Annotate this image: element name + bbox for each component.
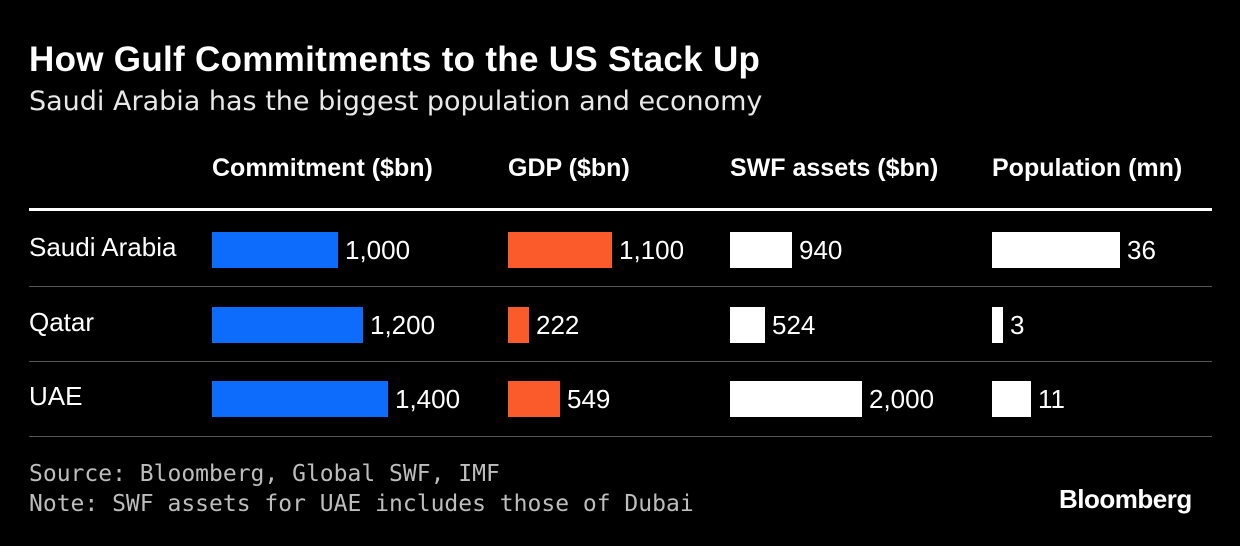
- value-label-commitment-saudi-arabia: 1,000: [345, 235, 411, 265]
- bar-gdp-uae: [508, 381, 560, 417]
- value-label-gdp-uae: 549: [567, 384, 611, 414]
- column-header-swf: SWF assets ($bn): [730, 154, 939, 182]
- bar-gdp-saudi-arabia: [508, 232, 612, 268]
- value-label-commitment-uae: 1,400: [395, 384, 461, 414]
- value-label-gdp-saudi-arabia: 1,100: [619, 235, 685, 265]
- row-label-qatar: Qatar: [29, 307, 95, 337]
- bar-population-qatar: [992, 307, 1003, 343]
- bar-swf-saudi-arabia: [730, 232, 792, 268]
- row-label-saudi-arabia: Saudi Arabia: [29, 232, 177, 262]
- bar-population-uae: [992, 381, 1031, 417]
- column-header-commitment: Commitment ($bn): [212, 154, 433, 182]
- row-divider: [29, 286, 1212, 287]
- header-rule: [29, 208, 1212, 211]
- bloomberg-logo: Bloomberg: [1059, 484, 1192, 514]
- bar-swf-qatar: [730, 307, 765, 343]
- bar-commitment-saudi-arabia: [212, 232, 338, 268]
- value-label-population-saudi-arabia: 36: [1127, 235, 1156, 265]
- value-label-population-qatar: 3: [1010, 310, 1025, 340]
- bar-gdp-qatar: [508, 307, 529, 343]
- column-header-gdp: GDP ($bn): [508, 154, 630, 182]
- source-note: Source: Bloomberg, Global SWF, IMF: [29, 461, 500, 487]
- chart-subtitle: Saudi Arabia has the biggest population …: [29, 86, 763, 117]
- footnote: Note: SWF assets for UAE includes those …: [29, 491, 694, 517]
- value-label-swf-qatar: 524: [772, 310, 816, 340]
- value-label-commitment-qatar: 1,200: [370, 310, 436, 340]
- row-divider: [29, 361, 1212, 362]
- chart-title: How Gulf Commitments to the US Stack Up: [29, 40, 761, 79]
- value-label-swf-uae: 2,000: [869, 384, 935, 414]
- value-label-gdp-qatar: 222: [536, 310, 580, 340]
- value-label-population-uae: 11: [1038, 384, 1065, 414]
- row-label-uae: UAE: [29, 381, 83, 411]
- bar-population-saudi-arabia: [992, 232, 1120, 268]
- column-header-population: Population (mn): [992, 154, 1183, 182]
- bar-commitment-qatar: [212, 307, 363, 343]
- row-divider: [29, 436, 1212, 437]
- bar-swf-uae: [730, 381, 862, 417]
- value-label-swf-saudi-arabia: 940: [799, 235, 843, 265]
- bar-commitment-uae: [212, 381, 388, 417]
